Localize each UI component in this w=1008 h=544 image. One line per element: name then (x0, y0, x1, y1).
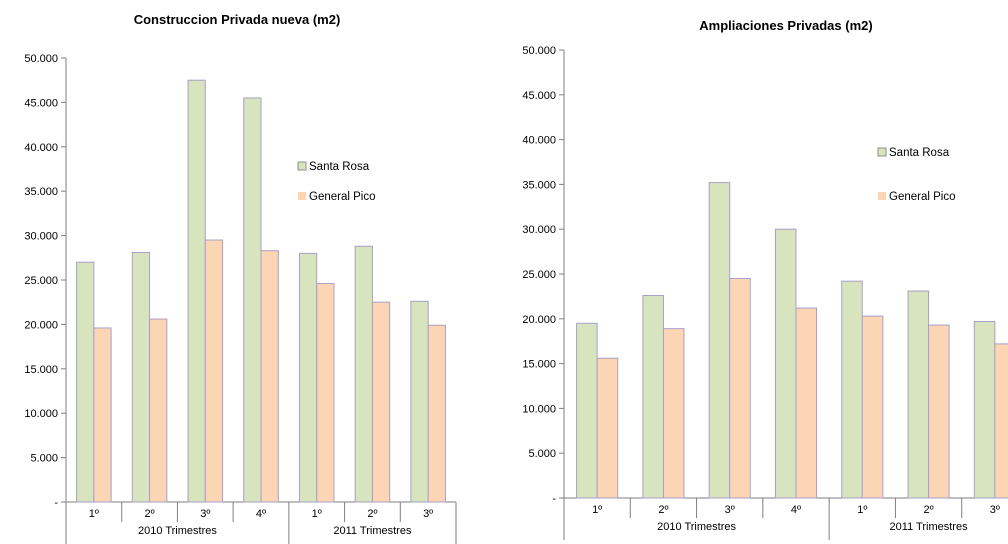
bar-santa-rosa (410, 300, 429, 503)
y-tick-label: 30.000 (522, 224, 556, 236)
y-tick-label: 25.000 (24, 275, 58, 287)
legend-label: Santa Rosa (309, 161, 370, 173)
bar-general-pico (928, 324, 950, 499)
y-tick-label: 50.000 (24, 53, 58, 65)
y-tick-label: 20.000 (24, 319, 58, 331)
y-tick-label: 15.000 (24, 364, 58, 376)
bar-santa-rosa (243, 97, 262, 503)
y-tick-label: 15.000 (522, 359, 556, 371)
x-tick-label: 2º (367, 508, 377, 520)
bar-general-pico (795, 307, 818, 499)
y-tick-label: 35.000 (522, 179, 556, 191)
x-group-label: 2011 Trimestres (890, 521, 969, 533)
chart-ampliaciones: Ampliaciones Privadas (m2) - 5.000 10.000 15… (522, 18, 1008, 540)
x-tick-label: 3º (725, 504, 735, 516)
y-tick-label: - (552, 493, 556, 505)
y-tick-label: 25.000 (522, 269, 556, 281)
bar-santa-rosa (774, 228, 797, 499)
y-tick-label: 20.000 (522, 314, 556, 326)
bar-general-pico (149, 318, 168, 503)
bar-santa-rosa (131, 251, 151, 503)
y-tick-label: 45.000 (24, 97, 58, 109)
chart-title: Construccion Privada nueva (m2) (134, 12, 341, 27)
x-tick-label: 2º (658, 504, 668, 516)
y-tick-label: - (54, 497, 58, 509)
x-tick-label: 3º (200, 508, 210, 520)
legend-swatch (297, 161, 307, 171)
legend-label: General Pico (889, 191, 955, 203)
y-tick-label: 10.000 (24, 408, 58, 420)
y-tick-label: 40.000 (24, 142, 58, 154)
x-tick-label: 3º (990, 504, 1000, 516)
bar-general-pico (93, 327, 112, 503)
x-tick-label: 4º (256, 508, 266, 520)
x-tick-label: 2º (924, 504, 934, 516)
x-group-label: 2010 Trimestres (657, 521, 736, 533)
legend-label: Santa Rosa (889, 147, 950, 159)
bar-general-pico (662, 328, 685, 499)
bar-santa-rosa (907, 290, 930, 499)
x-group-label: 2010 Trimestres (138, 525, 217, 537)
bar-santa-rosa (298, 252, 318, 503)
y-tick-label: 50.000 (522, 45, 556, 57)
x-tick-label: 1º (89, 508, 99, 520)
bar-general-pico (371, 301, 391, 503)
bar-general-pico (204, 239, 224, 503)
bar-general-pico (729, 277, 751, 499)
bar-santa-rosa (973, 320, 996, 499)
x-tick-label: 1º (857, 504, 867, 516)
x-tick-label: 1º (312, 508, 322, 520)
y-tick-label: 30.000 (24, 231, 58, 243)
legend-swatch (877, 147, 887, 157)
bar-santa-rosa (708, 182, 731, 499)
chart-construccion-nueva: Construccion Privada nueva (m2) - 5.000 10.… (24, 12, 457, 544)
bar-santa-rosa (642, 295, 664, 499)
bar-general-pico (596, 357, 619, 499)
y-tick-label: 5.000 (528, 448, 556, 460)
x-tick-label: 3º (423, 508, 433, 520)
bar-santa-rosa (576, 322, 598, 499)
legend-swatch (298, 192, 306, 200)
y-tick-label: 45.000 (522, 90, 556, 102)
legend-swatch (878, 192, 886, 200)
y-tick-label: 35.000 (24, 186, 58, 198)
bar-santa-rosa (187, 79, 206, 503)
legend-label: General Pico (309, 191, 375, 203)
x-tick-label: 1º (592, 504, 602, 516)
bar-general-pico (260, 250, 279, 503)
bar-santa-rosa (841, 280, 863, 499)
y-tick-label: 40.000 (522, 135, 556, 147)
bar-santa-rosa (76, 261, 95, 503)
y-tick-label: 5.000 (30, 453, 58, 465)
x-tick-label: 4º (791, 504, 801, 516)
x-group-label: 2011 Trimestres (333, 525, 412, 537)
bar-general-pico (994, 343, 1008, 499)
x-tick-label: 2º (145, 508, 155, 520)
bar-santa-rosa (354, 245, 373, 503)
bar-general-pico (861, 315, 884, 499)
bar-general-pico (316, 283, 335, 503)
y-tick-label: 10.000 (522, 403, 556, 415)
chart-title: Ampliaciones Privadas (m2) (699, 18, 872, 33)
bar-general-pico (427, 324, 446, 503)
